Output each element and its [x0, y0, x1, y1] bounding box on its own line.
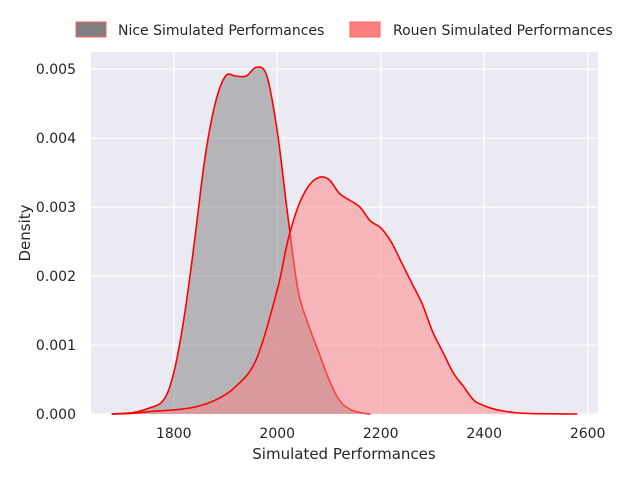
x-tick-label: 1800	[156, 426, 192, 442]
y-tick-label: 0.001	[36, 338, 76, 354]
legend-swatch-nice	[75, 21, 107, 38]
y-tick-label: 0.005	[36, 62, 76, 78]
y-tick-label: 0.000	[36, 407, 76, 423]
legend: Nice Simulated Performances Rouen Simula…	[75, 21, 613, 39]
x-axis-title: Simulated Performances	[252, 445, 436, 463]
legend-swatch-rouen	[349, 21, 381, 38]
legend-label-rouen: Rouen Simulated Performances	[393, 23, 613, 39]
tick-labels: 1800 2000 2200 2400 2600 0.000 0.001 0.002 0.003…	[36, 62, 606, 442]
legend-label-nice: Nice Simulated Performances	[118, 23, 324, 39]
x-tick-label: 2000	[259, 426, 295, 442]
x-tick-label: 2200	[363, 426, 399, 442]
y-axis-title: Density	[16, 204, 34, 261]
y-tick-label: 0.004	[36, 131, 76, 147]
x-tick-label: 2400	[466, 426, 502, 442]
y-tick-label: 0.003	[36, 200, 76, 216]
density-areas	[111, 66, 578, 415]
x-tick-label: 2600	[570, 426, 606, 442]
density-area-rouen	[111, 176, 578, 414]
density-line-rouen	[111, 176, 578, 415]
y-tick-label: 0.002	[36, 269, 76, 285]
